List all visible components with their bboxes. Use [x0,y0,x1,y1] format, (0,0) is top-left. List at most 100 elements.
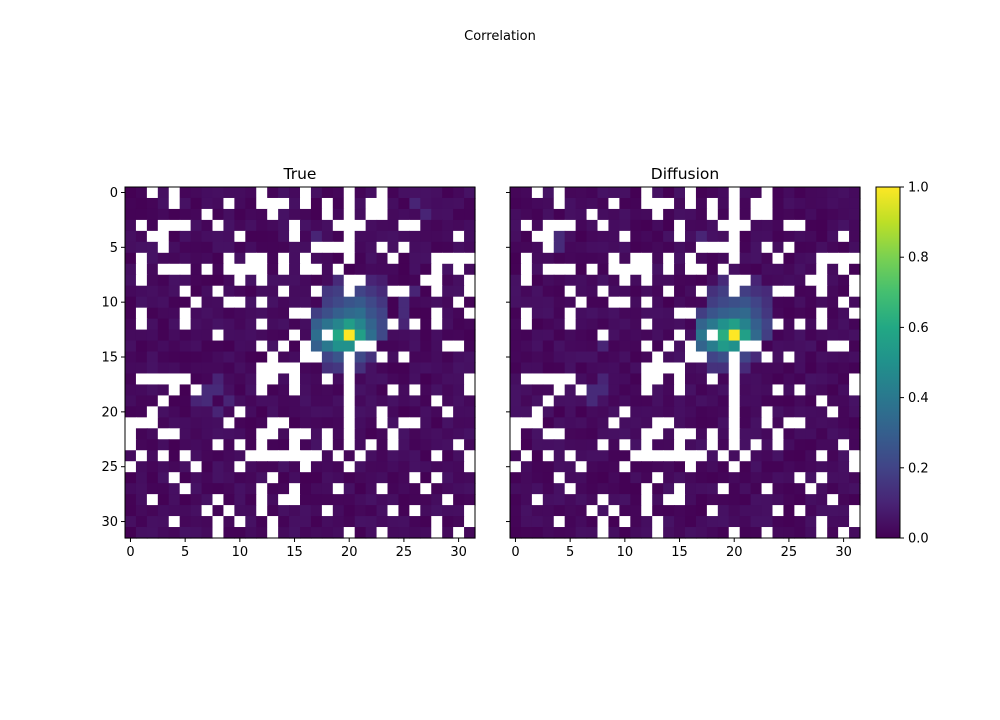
heatmap-cell [619,527,631,539]
heatmap-cell [321,219,334,232]
heatmap-cell [464,263,476,276]
masked-cell [332,450,345,462]
heatmap-cell [464,208,476,221]
heatmap-cell [278,274,290,287]
heatmap-cell [663,274,675,287]
heatmap-cell [717,461,730,473]
heatmap-cell [442,516,454,528]
heatmap-cell [674,461,686,473]
heatmap-cell [146,439,159,451]
heatmap-cell [420,263,432,276]
masked-cell [212,439,225,451]
heatmap-cell [212,505,225,517]
masked-cell [256,505,268,517]
heatmap-cell [838,219,850,232]
masked-cell [431,395,443,407]
masked-cell [310,351,323,364]
masked-cell [553,373,566,386]
masked-cell [289,329,301,342]
heatmap-cell [783,483,795,495]
masked-cell [685,450,697,462]
masked-cell [564,285,577,298]
heatmap-cell [783,230,795,243]
heatmap-cell [783,516,795,528]
heatmap-cell [125,285,137,298]
masked-cell [838,296,850,309]
heatmap-cell [376,307,389,320]
heatmap-cell [201,461,214,473]
masked-cell [805,483,817,495]
heatmap-cell [168,208,181,221]
heatmap-cell [321,340,334,353]
heatmap-cell [420,516,432,528]
heatmap-cell [849,527,861,539]
heatmap-cell [365,241,378,254]
heatmap-cell [190,197,203,210]
heatmap-cell [256,285,268,298]
heatmap-cell [135,329,148,342]
heatmap-cell [168,285,181,298]
heatmap-cell [750,274,763,287]
masked-cell [542,373,555,386]
heatmap-cell [376,439,389,451]
heatmap-cell [531,241,544,254]
heatmap-cell [332,472,345,484]
heatmap-cell [146,285,159,298]
masked-cell [520,219,533,232]
masked-cell [398,285,410,298]
masked-cell [816,527,828,539]
masked-cell [343,208,356,221]
heatmap-cell [706,219,719,232]
heatmap-cell [630,230,642,243]
heatmap-cell [586,318,599,331]
heatmap-cell [234,494,246,506]
heatmap-cell [838,285,850,298]
heatmap-cell [190,230,203,243]
heatmap-cell [849,208,861,221]
masked-cell [442,406,454,418]
masked-cell [641,318,653,331]
heatmap-cell [739,439,752,451]
heatmap-cell [453,197,465,210]
heatmap-cell [267,406,279,418]
heatmap-cell [630,285,642,298]
heatmap-cell [398,461,410,473]
heatmap-cell [234,208,246,221]
heatmap-cell [310,318,323,331]
heatmap-cell [794,285,806,298]
masked-cell [168,197,181,210]
masked-cell [717,263,730,276]
heatmap-cell [849,241,861,254]
heatmap-cell [685,296,697,309]
heatmap-cell [717,197,730,210]
heatmap-cell [674,406,686,418]
heatmap-cell [168,439,181,451]
heatmap-cell [190,505,203,517]
heatmap-cell [190,263,203,276]
masked-cell [685,351,697,364]
heatmap-cell [179,362,192,375]
heatmap-cell [125,318,137,331]
heatmap-cell [168,461,181,473]
heatmap-cell [575,230,588,243]
heatmap-cell [619,384,631,397]
heatmap-cell [267,505,279,517]
heatmap-cell [365,362,378,375]
heatmap-cell [520,406,533,418]
heatmap-cell [125,472,137,484]
heatmap-cell [135,241,148,254]
heatmap-cell [398,318,410,331]
heatmap-cell [510,318,522,331]
heatmap-cell [135,461,148,473]
heatmap-cell [321,296,334,309]
heatmap-cell [652,187,664,199]
heatmap-cell [772,406,785,418]
masked-cell [354,274,367,287]
heatmap-cell [586,494,599,506]
masked-cell [212,527,225,539]
heatmap-cell [586,197,599,210]
heatmap-cell [783,384,795,397]
heatmap-cell [608,494,620,506]
heatmap-cell [542,340,555,353]
masked-cell [223,197,235,210]
